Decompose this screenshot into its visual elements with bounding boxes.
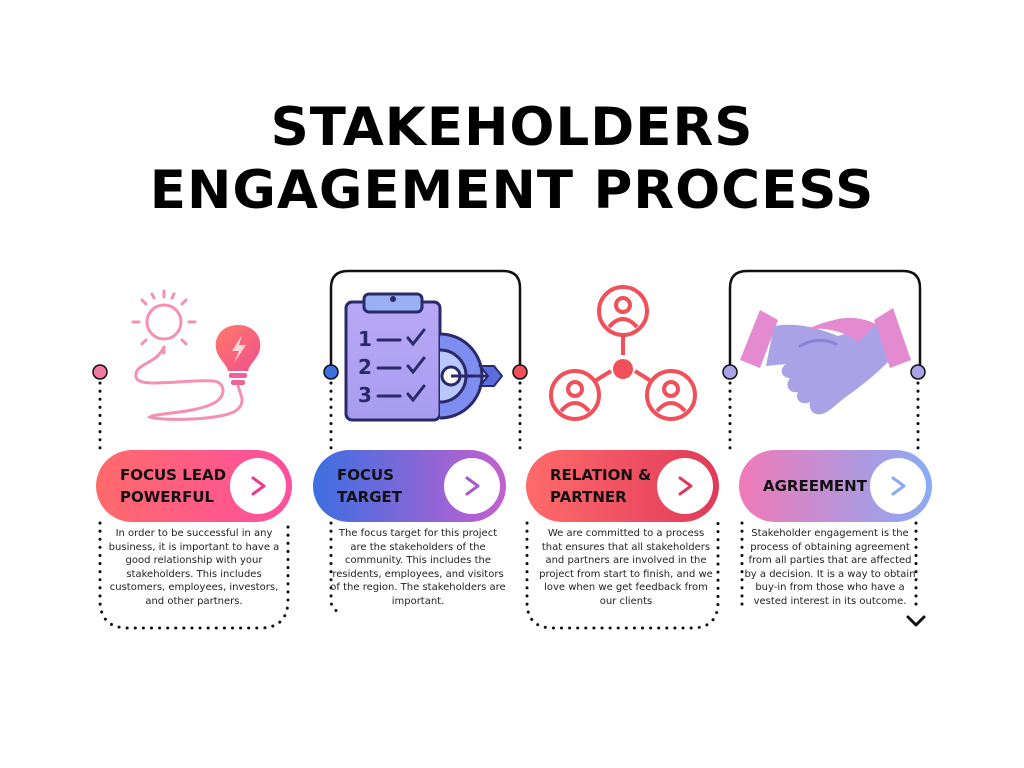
svg-text:3: 3 [358,383,372,407]
node-2 [323,364,339,380]
step-pill-1[interactable]: FOCUS LEAD POWERFUL [96,450,292,522]
step-description-3: We are committed to a process that ensur… [539,528,713,607]
page-title-line-2: ENGAGEMENT PROCESS [149,160,875,221]
step-pill-2[interactable]: FOCUS TARGET [313,450,506,522]
step-pill-3[interactable]: RELATION & PARTNER [526,450,719,522]
page-title-line-1: STAKEHOLDERS [270,97,754,158]
next-button-1[interactable] [230,458,286,514]
svg-text:1: 1 [358,327,372,351]
step-description-1: In order to be successful in any busines… [108,528,280,607]
node-4 [722,364,738,380]
chevron-right-icon [465,476,480,496]
step-pill-4[interactable]: AGREEMENT [739,450,932,522]
next-button-2[interactable] [444,458,500,514]
chevron-right-icon [891,476,906,496]
step-label-1: FOCUS LEAD POWERFUL [120,466,227,506]
next-button-3[interactable] [657,458,713,514]
chevron-right-icon [251,476,266,496]
network-people-icon [549,285,697,421]
dotted-loop-1 [98,521,290,630]
end-arrow-icon [906,615,926,627]
arch-step-2 [329,269,522,372]
node-3 [512,364,528,380]
step-description-4: Stakeholder engagement is the process of… [744,528,916,607]
step-label-2: FOCUS TARGET [337,466,403,506]
next-button-4[interactable] [870,458,926,514]
clipboard-target-icon: 1 2 3 [344,292,504,422]
step-description-2: The focus target for this project are th… [330,528,506,607]
lightbulb-sun-icon [131,289,261,421]
step-label-3: RELATION & PARTNER [550,466,652,506]
svg-text:2: 2 [358,355,372,379]
dotted-loop-3 [525,521,720,630]
arch-step-4 [728,269,922,372]
node-5 [910,364,926,380]
handshake-icon [740,308,911,415]
node-1 [92,364,108,380]
chevron-right-icon [678,476,693,496]
step-label-4: AGREEMENT [763,477,867,495]
